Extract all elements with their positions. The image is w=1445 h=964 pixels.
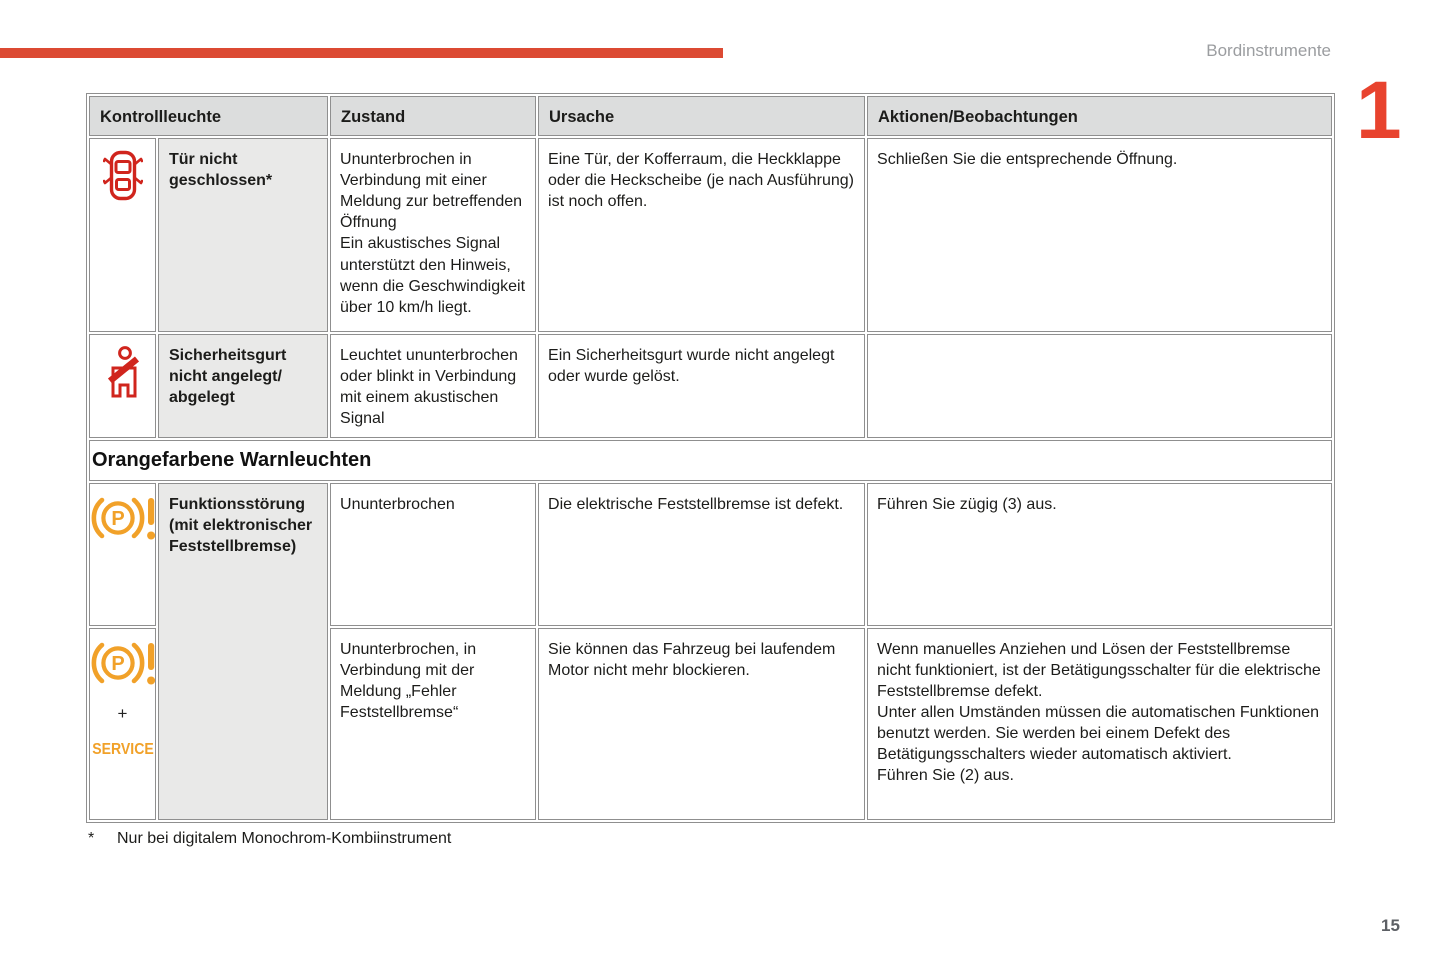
table-header-row: Kontrollleuchte Zustand Ursache Aktionen… (89, 96, 1333, 136)
warning-name: Tür nicht geschlossen* (158, 138, 329, 332)
parking-brake-fault-icon: P (90, 497, 156, 546)
parking-brake-fault-icon: P (91, 642, 155, 685)
table-row: Sicherheitsgurt nicht angelegt/ abgelegt… (89, 334, 1333, 439)
warning-aktionen: Wenn manuelles Anziehen und Lösen der Fe… (867, 627, 1333, 820)
col-header-aktionen: Aktionen/Beobachtungen (867, 96, 1333, 136)
table-row: P Funktionsstörung (mit elektronischer F… (89, 482, 1333, 820)
warning-zustand: Leuchtet ununterbrochen oder blinkt in V… (330, 334, 537, 439)
running-header: Bordinstrumente (1206, 41, 1331, 60)
accent-bar (0, 48, 723, 58)
seatbelt-warning-icon (104, 346, 142, 407)
warning-zustand: Ununterbrochen in Verbindung mit einer M… (330, 138, 537, 332)
warning-ursache: Die elektrische Feststellbremse ist defe… (538, 482, 866, 626)
service-label: SERVICE (91, 741, 154, 759)
warning-ursache: Eine Tür, der Kofferraum, die Heckklappe… (538, 138, 866, 332)
col-header-kontrollleuchte: Kontrollleuchte (89, 96, 329, 136)
col-header-ursache: Ursache (538, 96, 866, 136)
warning-lights-table: Kontrollleuchte Zustand Ursache Aktionen… (86, 93, 1336, 823)
warning-zustand: Ununterbrochen, in Verbindung mit der Me… (330, 627, 537, 820)
warning-aktionen (867, 334, 1333, 439)
warning-name: Funktionsstörung (mit elektronischer Fes… (158, 482, 329, 820)
door-open-warning-icon (102, 150, 143, 209)
table-row: P + SERVICE Ununterbrochen, in Verbindun… (89, 627, 1333, 820)
parking-brake-fault-plus-service-icon: P + SERVICE (90, 639, 155, 761)
warning-ursache: Sie können das Fahrzeug bei laufendem Mo… (538, 627, 866, 820)
warning-name: Sicherheitsgurt nicht angelegt/ abgelegt (158, 334, 329, 439)
plus-symbol: + (117, 703, 128, 723)
footnote-text: Nur bei digitalem Monochrom-Kombiinstrum… (117, 830, 452, 847)
col-header-zustand: Zustand (330, 96, 537, 136)
page-number: 15 (1381, 916, 1400, 935)
chapter-number: 1 (1356, 65, 1402, 156)
table-row: Tür nicht geschlossen* Ununterbrochen in… (89, 138, 1333, 332)
warning-aktionen: Schließen Sie die entsprechende Öffnung. (867, 138, 1333, 332)
footnote-marker: * (88, 830, 95, 847)
warning-ursache: Ein Sicherheitsgurt wurde nicht angelegt… (538, 334, 866, 439)
section-title: Orangefarbene Warnleuchten (92, 449, 372, 472)
svg-text:P: P (111, 653, 124, 675)
section-header-row: Orangefarbene Warnleuchten (89, 440, 1333, 481)
warning-aktionen: Führen Sie zügig (3) aus. (867, 482, 1333, 626)
warning-zustand: Ununterbrochen (330, 482, 537, 626)
footnote: * Nur bei digitalem Monochrom-Kombiinstr… (88, 830, 451, 848)
svg-text:P: P (111, 508, 124, 530)
